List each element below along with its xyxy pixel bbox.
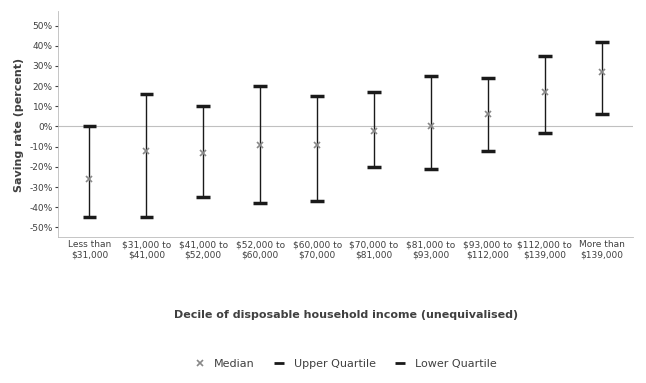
X-axis label: Decile of disposable household income (unequivalised): Decile of disposable household income (u… — [174, 309, 517, 320]
Legend: Median, Upper Quartile, Lower Quartile: Median, Upper Quartile, Lower Quartile — [184, 355, 501, 373]
Y-axis label: Saving rate (percent): Saving rate (percent) — [14, 57, 24, 191]
